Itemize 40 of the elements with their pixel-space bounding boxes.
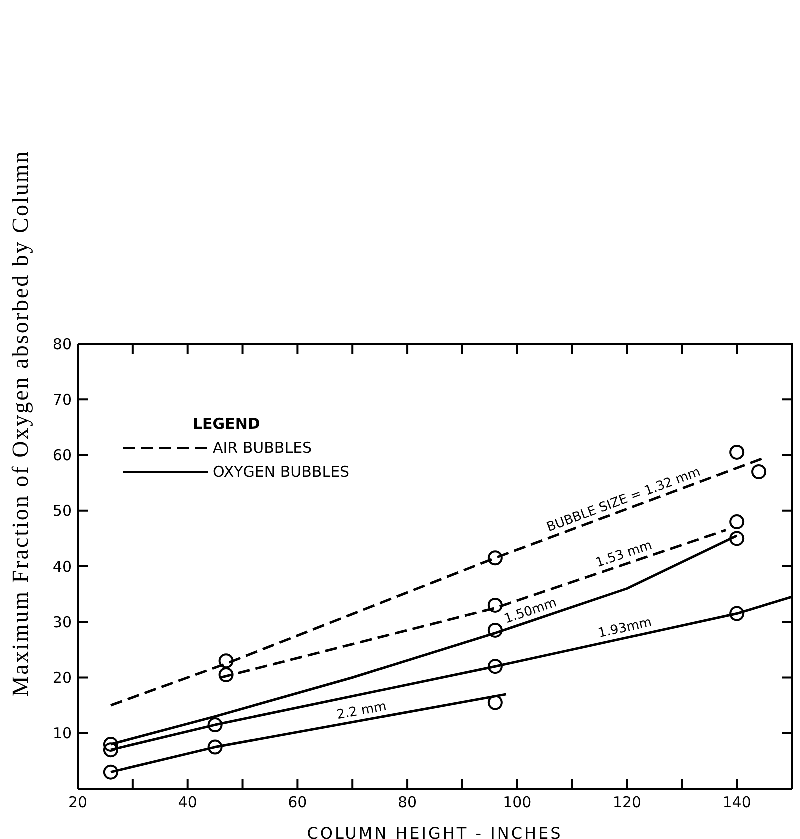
y-axis-title: Maximum Fraction of Oxygen absorbed by Column [8,150,33,697]
point [488,598,503,613]
point [730,444,745,460]
point [730,606,745,622]
y-tick-label: 20 [52,669,72,688]
point [218,667,234,682]
point [218,654,234,669]
point [103,764,118,780]
y-tick-label: 60 [52,446,72,465]
point [488,659,503,674]
point [208,740,223,755]
point [730,531,745,546]
x-tick-label: 100 [503,794,532,812]
y-tick-label: 80 [52,335,72,354]
annotation: 1.53 mm [594,538,654,572]
annotation: 1.93mm [597,615,654,642]
x-tick-label: 80 [398,794,418,812]
y-tick-label: 70 [52,390,72,409]
y-tick-label: 50 [52,502,72,520]
x-tick-label: 140 [722,794,752,812]
point [103,737,118,752]
x-tick-label: 20 [68,794,88,812]
y-tick-label: 10 [52,724,72,743]
point [488,550,503,566]
y-tick-label: 40 [52,558,72,576]
x-tick-label: 120 [612,794,642,812]
point [208,718,223,733]
x-tick-label: 40 [178,794,198,812]
y-tick-label: 30 [52,613,72,632]
x-tick-label: 60 [288,794,308,812]
legend-title: LEGEND [193,415,260,433]
annotation: 2.2 mm [336,699,388,724]
point [730,514,745,530]
annotation: OXYGEN BUBBLES [213,463,350,481]
point [488,695,503,710]
point [752,464,767,480]
x-axis-title: COLUMN HEIGHT - INCHES [307,824,563,839]
point [103,742,118,758]
annotation: AIR BUBBLES [213,439,312,457]
point [488,622,503,638]
